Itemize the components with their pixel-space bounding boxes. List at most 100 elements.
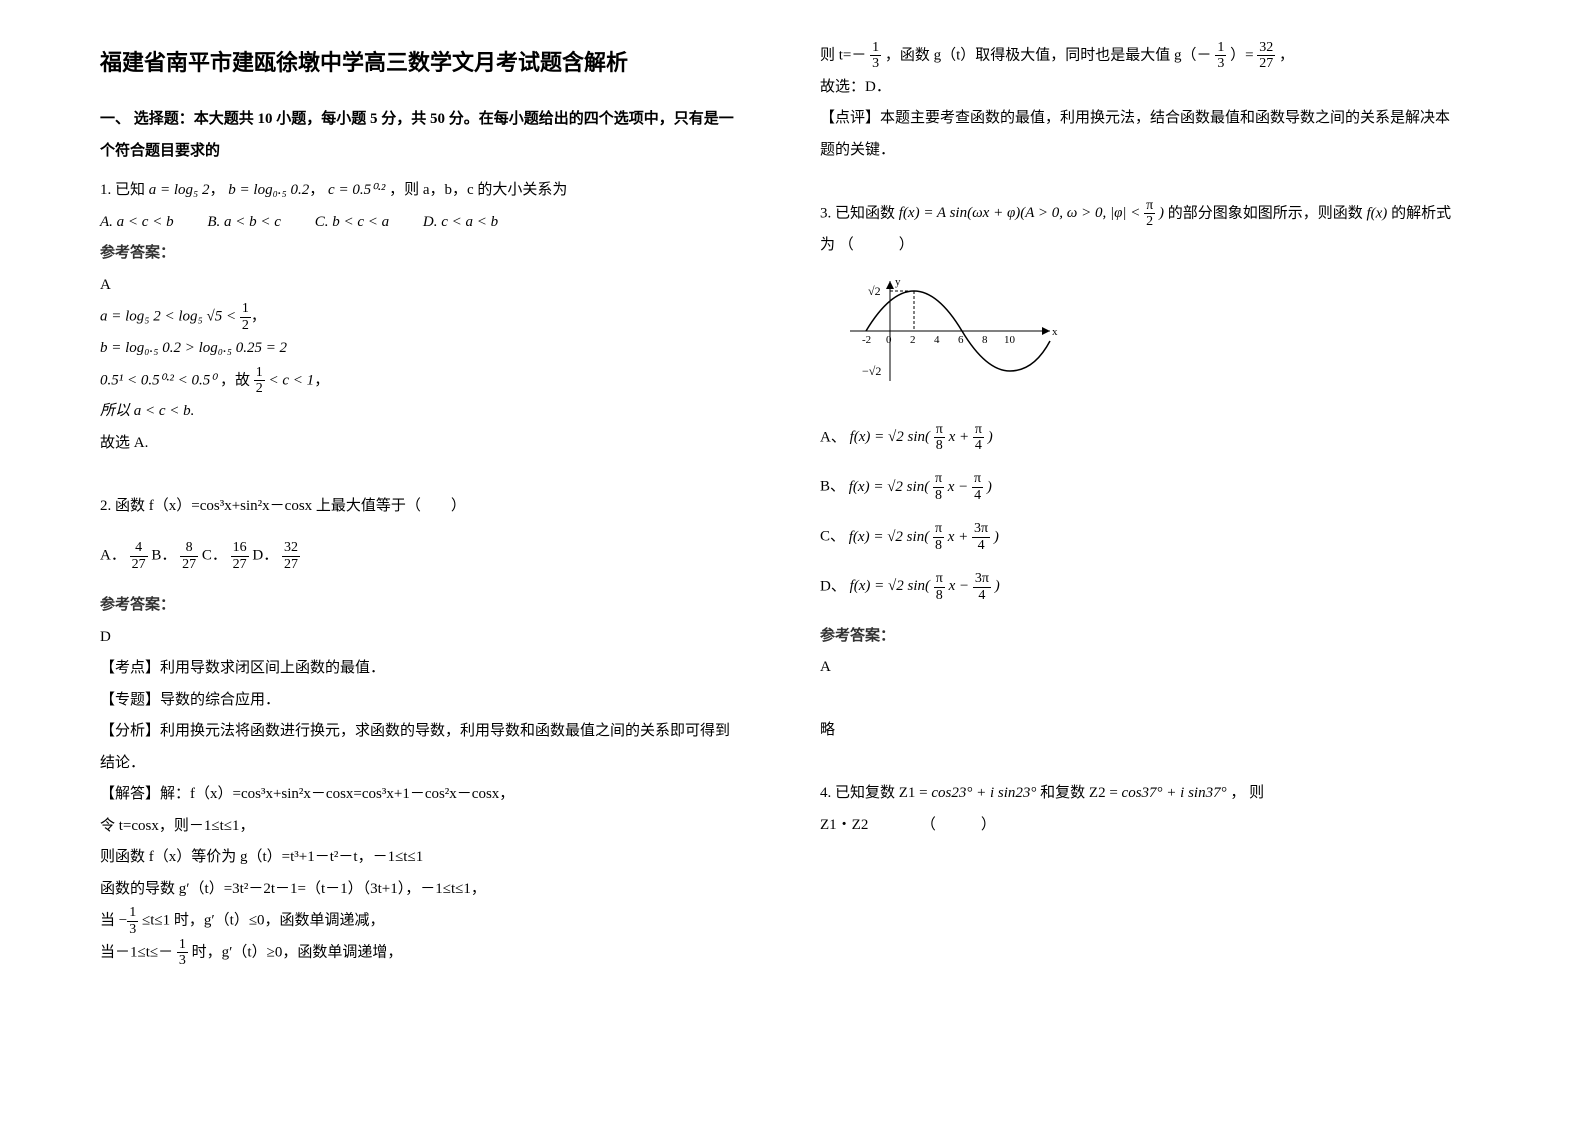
q2-sol5a: 当 [100, 913, 119, 929]
q2-answer-label: 参考答案： [100, 590, 740, 622]
q2-c-pre: C． [202, 548, 227, 564]
q2-exam: 【考点】利用导数求闭区间上函数的最值． [100, 653, 740, 685]
q2-sol6-frac: 1 3 [177, 937, 188, 969]
q2-sol1: 【解答】解：f（x）=cos³x+sin²x－cosx=cos³x+1－cos²… [100, 779, 740, 811]
xtick-6: 10 [1004, 334, 1016, 346]
q3-b-pre: B、 [820, 479, 845, 495]
q1-step2: b = log₀.₅ 0.2 > log₀.₅ 0.25 = 2 [100, 333, 740, 365]
q1-answer-label: 参考答案： [100, 238, 740, 270]
frac-num: 3π [973, 571, 991, 587]
q3-a-mid: x + [949, 429, 973, 445]
xtick-1: 0 [886, 334, 892, 346]
q1-stem: 1. 已知 a = log₅ 2， b = log₀.₅ 0.2， c = 0.… [100, 175, 740, 207]
q3-stem-b: 的部分图象如图所示，则函数 [1168, 205, 1367, 221]
q3-answer-label: 参考答案： [820, 621, 1460, 653]
frac-den: 3 [127, 922, 138, 937]
q3-fx: f(x) [1366, 205, 1387, 221]
frac-num: 1 [127, 905, 138, 921]
q3-opt-c: C、 f(x) = √2 sin( π8 x + 3π4 ) [820, 521, 1460, 553]
q3-c-main: f(x) = √2 sin( [849, 529, 929, 545]
q3-omit: 略 [820, 715, 1460, 747]
q3-a-frac2: π4 [973, 422, 984, 454]
frac-den: 4 [972, 488, 983, 503]
q1-stem-prefix: 1. 已知 [100, 182, 145, 198]
q3-b-main: f(x) = √2 sin( [849, 479, 929, 495]
q3-formula: f(x) = A sin(ωx + φ)(A > 0, ω > 0, |φ| <… [899, 205, 1168, 221]
frac-den: 2 [254, 381, 265, 396]
q2-b-frac: 8 27 [180, 540, 198, 572]
q3-a-main: f(x) = √2 sin( [850, 429, 930, 445]
q4-stem-line2: Z1・Z2 （ ） [820, 810, 1460, 842]
q2-d-frac: 32 27 [282, 540, 300, 572]
frac-num: π [933, 471, 944, 487]
q3-c-pre: C、 [820, 529, 845, 545]
frac-num: π [934, 422, 945, 438]
q3-b-end: ) [987, 479, 992, 495]
q2-sol5: 当 − 1 3 ≤t≤1 时，g′（t）≤0，函数单调递减， [100, 905, 740, 937]
frac-den: 8 [933, 538, 944, 553]
q2-sol7d: ， [1279, 47, 1294, 63]
sine-graph-svg: x y √2 −√2 -2 0 2 4 6 8 10 [840, 271, 1060, 391]
frac-num: 3π [972, 521, 990, 537]
frac-num: 1 [254, 365, 265, 381]
frac-den: 2 [1144, 214, 1155, 229]
q2-topic: 【专题】导数的综合应用． [100, 685, 740, 717]
q2-sol5c: ≤t≤1 [142, 913, 170, 929]
q1-opt-c: C. b < c < a [315, 214, 389, 230]
q1-c-expr: c = 0.5⁰·² [328, 182, 385, 198]
q2-sol7c: ）= [1230, 47, 1253, 63]
q1-step3b: ，故 [220, 372, 250, 388]
y-top-label: √2 [868, 284, 881, 298]
q4-stem-a: 4. 已知复数 Z1 = [820, 785, 931, 801]
frac-num: 4 [130, 540, 148, 556]
q3-answer: A [820, 652, 1460, 684]
frac-num: π [973, 422, 984, 438]
q1-opt-d: D. c < a < b [423, 214, 498, 230]
frac-num: 1 [177, 937, 188, 953]
q4-stem-b: 和复数 Z2 = [1040, 785, 1121, 801]
q1-step1-text: a = log₅ 2 < log₅ √5 < [100, 309, 240, 325]
section-header: 一、 选择题：本大题共 10 小题，每小题 5 分，共 50 分。在每小题给出的… [100, 104, 740, 167]
q2-sol7-frac1: 1 3 [870, 40, 881, 72]
q3-d-pre: D、 [820, 578, 846, 594]
q2-d-pre: D． [252, 548, 278, 564]
xtick-5: 8 [982, 334, 988, 346]
q2-sol7-frac2: 1 3 [1215, 40, 1226, 72]
q3-formula-end: ) [1159, 205, 1164, 221]
left-column: 福建省南平市建瓯徐墩中学高三数学文月考试题含解析 一、 选择题：本大题共 10 … [100, 40, 740, 969]
frac-den: 8 [934, 588, 945, 603]
q4-stem-c: ， 则 [1230, 785, 1264, 801]
y-bot-label: −√2 [862, 364, 881, 378]
frac-num: π [972, 471, 983, 487]
q1-options: A. a < c < b B. a < b < c C. b < c < a D… [100, 207, 740, 239]
q2-sol5d: 时，g′（t）≤0，函数单调递减， [174, 913, 385, 929]
q3-stem: 3. 已知函数 f(x) = A sin(ωx + φ)(A > 0, ω > … [820, 198, 1460, 261]
q2-sol6a: 当－1≤t≤－ [100, 944, 173, 960]
q3-c-frac2: 3π4 [972, 521, 990, 553]
frac-num: 1 [870, 40, 881, 56]
q2-sol8: 故选：D． [820, 72, 1460, 104]
q2-b-pre: B． [151, 548, 176, 564]
q2-sol7b: ，函数 g（t）取得极大值，同时也是最大值 g（－ [885, 47, 1212, 63]
q2-a-frac: 4 27 [130, 540, 148, 572]
q3-graph: x y √2 −√2 -2 0 2 4 6 8 10 [840, 271, 1460, 404]
right-column: 则 t=－ 1 3 ，函数 g（t）取得极大值，同时也是最大值 g（－ 1 3 … [820, 40, 1460, 969]
x-arrow-icon [1042, 327, 1050, 335]
q2-sol2: 令 t=cosx，则－1≤t≤1， [100, 811, 740, 843]
q2-sol3: 则函数 f（x）等价为 g（t）=t³+1－t²－t，－1≤t≤1 [100, 842, 740, 874]
q1-step3: 0.5¹ < 0.5⁰·² < 0.5⁰ ，故 1 2 < c < 1， [100, 365, 740, 397]
q1-step5: 故选 A. [100, 428, 740, 460]
q1-step1: a = log₅ 2 < log₅ √5 < 1 2 ， [100, 301, 740, 333]
frac-num: 32 [282, 540, 300, 556]
q1-b-expr: b = log₀.₅ 0.2 [228, 182, 309, 198]
frac-num: π [933, 521, 944, 537]
q3-d-frac2: 3π4 [973, 571, 991, 603]
xtick-0: -2 [862, 334, 871, 346]
y-arrow-icon [886, 281, 894, 289]
q1-a-expr: a = log₅ 2 [149, 182, 210, 198]
q3-c-end: ) [994, 529, 999, 545]
q3-c-mid: x + [948, 529, 972, 545]
frac-num: π [1144, 198, 1155, 214]
q3-b-frac1: π8 [933, 471, 944, 503]
frac-num: 1 [240, 301, 251, 317]
